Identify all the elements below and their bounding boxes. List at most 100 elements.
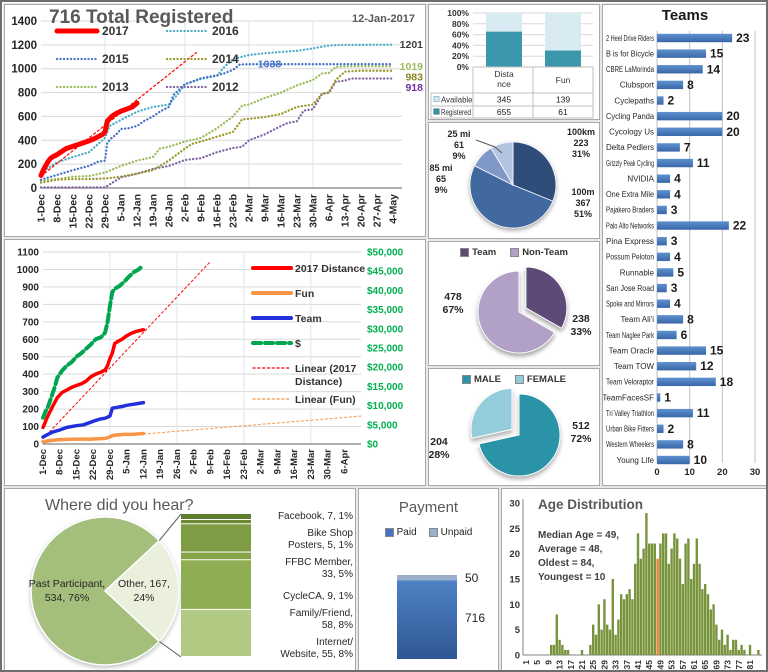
age-bar-45 <box>648 543 651 655</box>
team-bar-24 <box>657 408 693 418</box>
age-bar-55 <box>676 538 679 655</box>
hear-title: Where did you hear? <box>45 497 194 514</box>
svg-text:57: 57 <box>678 660 688 670</box>
age-bar-14 <box>561 644 564 655</box>
team-bar-20 <box>657 346 706 355</box>
svg-text:$30,000: $30,000 <box>367 324 404 335</box>
svg-text:16-Feb: 16-Feb <box>222 449 233 480</box>
age-bar-70 <box>718 639 721 655</box>
age-bar-30 <box>606 624 609 655</box>
svg-text:4: 4 <box>674 250 681 264</box>
hear-bar-seg-0 <box>181 514 251 519</box>
connector-bottom <box>158 640 182 658</box>
svg-text:238: 238 <box>572 313 590 325</box>
svg-text:4-May: 4-May <box>387 194 399 224</box>
svg-text:Clubsport: Clubsport <box>620 81 655 90</box>
team-bar-7 <box>657 143 680 152</box>
svg-text:22-Dec: 22-Dec <box>83 194 95 229</box>
svg-text:9-Feb: 9-Feb <box>195 194 207 222</box>
svg-text:Bike Shop: Bike Shop <box>307 528 353 539</box>
team-bar-1 <box>657 49 706 58</box>
report-date-label: 12-Jan-2017 <box>352 13 415 25</box>
svg-text:3: 3 <box>671 234 678 248</box>
hear-chart-canvas: Past Participant, 534, 76% Other, 167, 24% F… <box>29 511 353 666</box>
svg-text:1000: 1000 <box>11 64 37 76</box>
male-legend-label: MALE <box>474 374 501 385</box>
panel-gender-pie: MALE FEMALE 512 72% 204 28% <box>428 368 600 486</box>
svg-text:22-Dec: 22-Dec <box>88 449 99 480</box>
paid-legend-chip <box>384 528 394 537</box>
svg-text:Spoke and Mirrors: Spoke and Mirrors <box>606 300 654 309</box>
svg-text:100%: 100% <box>447 8 469 18</box>
svg-text:0: 0 <box>33 440 39 451</box>
svg-text:12-Jan: 12-Jan <box>138 449 149 479</box>
svg-text:8-Dec: 8-Dec <box>55 449 66 475</box>
svg-text:204: 204 <box>430 436 448 448</box>
gender-pie-legend-item-female: FEMALE <box>514 374 566 385</box>
age-average-line: Average = 48, <box>538 544 603 555</box>
svg-text:Runnable: Runnable <box>620 268 655 277</box>
svg-text:$35,000: $35,000 <box>367 305 404 316</box>
svg-text:8: 8 <box>687 312 694 326</box>
panel-total-registered: 716 Total Registered 12-Jan-2017 0 200 400… <box>4 4 426 237</box>
age-bar-52 <box>667 563 670 655</box>
age-bar-84 <box>757 649 760 655</box>
svg-text:900: 900 <box>22 282 39 293</box>
total-registered-title: 716 Total Registered <box>49 7 234 28</box>
svg-text:10: 10 <box>509 600 520 611</box>
team-pie-legend: Team Non-Team <box>429 247 599 258</box>
age-stats-annotation: Median Age = 49, Average = 48, Oldest = … <box>538 529 619 585</box>
svg-text:1201: 1201 <box>400 39 424 51</box>
svg-text:16-Feb: 16-Feb <box>211 194 223 228</box>
svg-text:81: 81 <box>745 660 755 670</box>
age-bar-24 <box>589 644 592 655</box>
svg-text:100km: 100km <box>567 127 595 137</box>
svg-text:2-Mar: 2-Mar <box>243 194 255 222</box>
svg-text:65: 65 <box>436 174 446 184</box>
svg-text:Posters, 5, 1%: Posters, 5, 1% <box>288 540 353 551</box>
svg-text:Distance): Distance) <box>295 376 342 388</box>
age-bar-57 <box>681 584 684 655</box>
age-bar-32 <box>611 579 614 655</box>
svg-text:2012: 2012 <box>212 80 239 94</box>
svg-text:58, 8%: 58, 8% <box>322 620 353 631</box>
payment-legend: Paid Unpaid <box>359 527 498 538</box>
svg-text:Team TOW: Team TOW <box>614 362 655 371</box>
age-bar-73 <box>726 634 729 655</box>
svg-text:20-Apr: 20-Apr <box>355 194 367 227</box>
svg-text:1019: 1019 <box>400 61 424 73</box>
svg-text:5: 5 <box>515 625 521 636</box>
svg-text:367: 367 <box>575 198 590 208</box>
nonteam-legend-label: Non-Team <box>522 247 568 258</box>
svg-text:Team: Team <box>295 313 322 325</box>
svg-text:$45,000: $45,000 <box>367 267 404 278</box>
age-bar-43 <box>642 548 645 655</box>
female-legend-label: FEMALE <box>526 374 566 385</box>
svg-text:One Extra Mile: One Extra Mile <box>606 190 654 199</box>
svg-text:FFBC Member,: FFBC Member, <box>285 557 353 568</box>
age-bar-74 <box>729 649 732 655</box>
svg-text:27-Apr: 27-Apr <box>371 194 383 227</box>
age-bar-50 <box>662 533 665 655</box>
svg-text:918: 918 <box>405 82 423 94</box>
panel-age: Age Distribution Median Age = 49, Averag… <box>501 488 766 670</box>
team-bar-17 <box>657 299 671 308</box>
svg-text:41: 41 <box>633 660 643 670</box>
svg-text:80%: 80% <box>452 19 469 29</box>
svg-text:2017: 2017 <box>102 24 129 38</box>
svg-text:9-Feb: 9-Feb <box>205 449 216 475</box>
svg-text:49: 49 <box>655 660 665 670</box>
distance-pie <box>469 141 557 229</box>
svg-text:Fun: Fun <box>295 288 314 300</box>
age-title: Age Distribution <box>538 497 643 512</box>
svg-text:26-Jan: 26-Jan <box>172 449 183 479</box>
svg-text:0: 0 <box>31 183 37 195</box>
team-bar-11 <box>657 205 667 215</box>
svg-text:4: 4 <box>674 187 681 201</box>
age-bar-56 <box>678 558 682 655</box>
team-bar-12 <box>657 221 729 230</box>
svg-text:10: 10 <box>694 453 708 467</box>
team-bar-6 <box>657 127 723 136</box>
